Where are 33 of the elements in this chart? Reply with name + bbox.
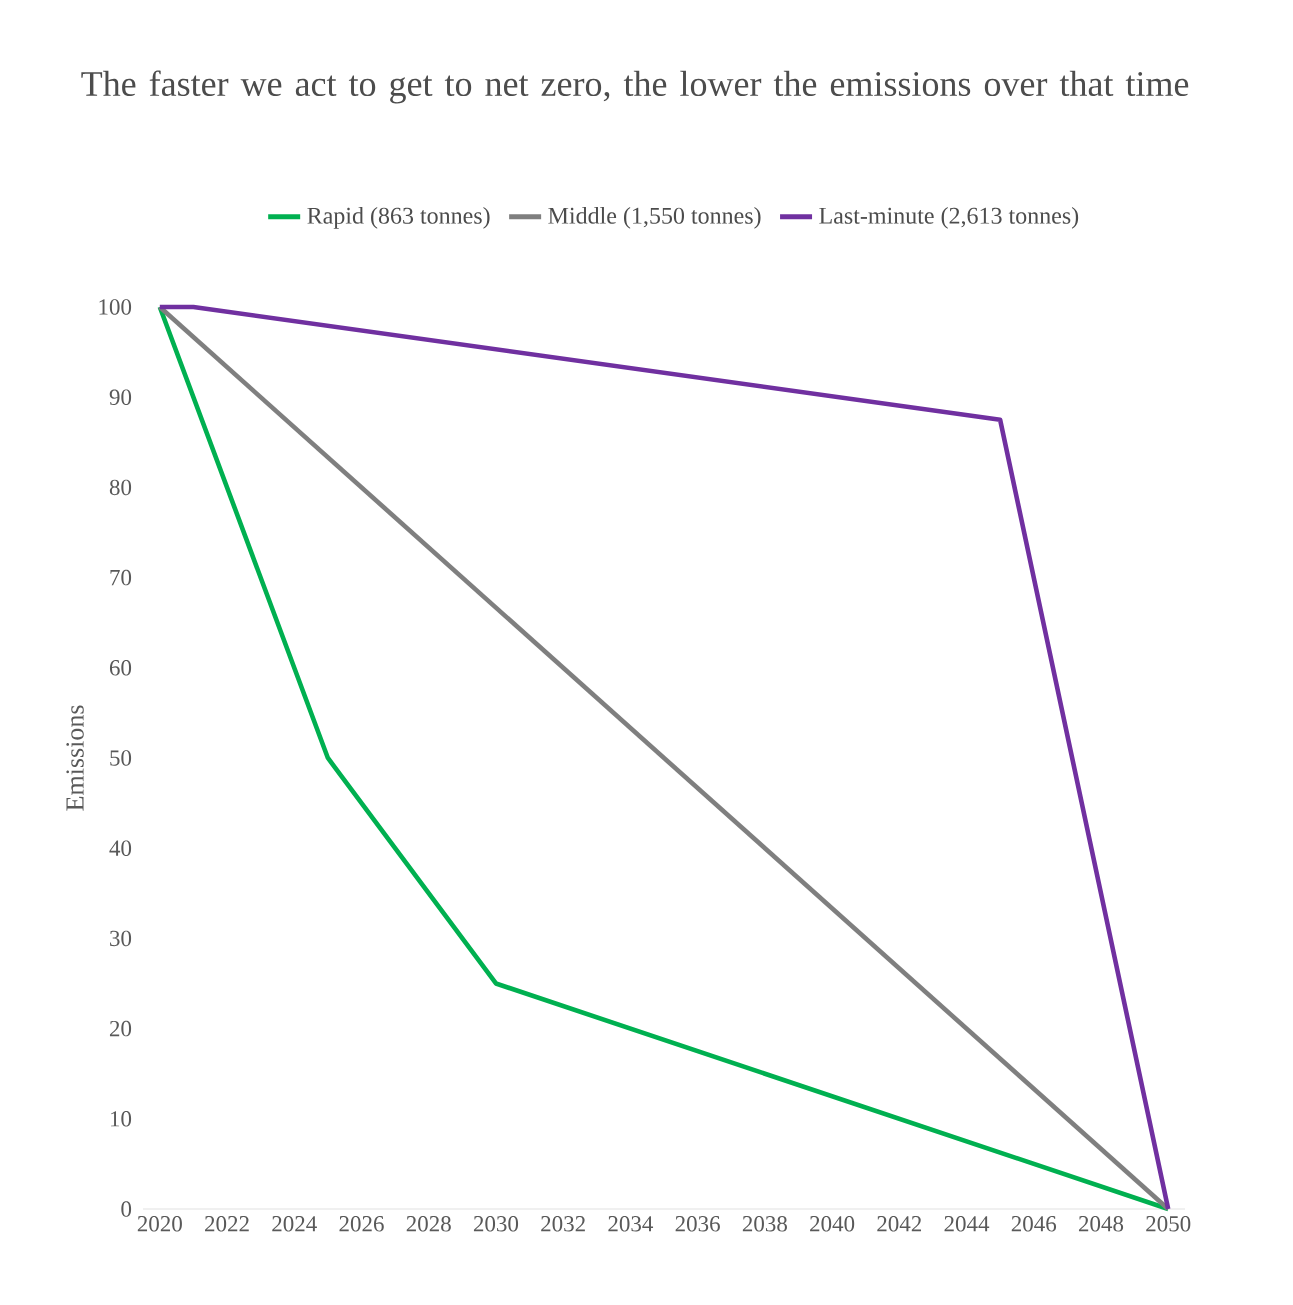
- y-tick-label: 60: [109, 660, 132, 676]
- y-tick-label: 30: [110, 930, 132, 947]
- x-tick-label: 2026: [339, 1216, 384, 1232]
- y-axis-title: Emissions: [66, 705, 84, 811]
- x-tick-label: 2042: [877, 1216, 922, 1232]
- legend-label: Middle (1,550 tonnes): [548, 206, 761, 229]
- y-tick-label: 20: [109, 1020, 132, 1037]
- y-tick-label: 40: [109, 840, 132, 856]
- x-tick-label: 2022: [205, 1216, 249, 1232]
- x-tick-label: 2032: [541, 1216, 585, 1232]
- x-tick-label: 2040: [810, 1216, 855, 1232]
- x-tick-label: 2048: [1078, 1216, 1124, 1232]
- x-tick-label: 2028: [406, 1216, 451, 1232]
- y-tick-label: 50: [110, 750, 132, 766]
- x-tick-label: 2024: [272, 1216, 317, 1232]
- line-series: [157, 304, 1171, 1212]
- x-tick-label: 2030: [473, 1216, 519, 1232]
- x-tick-label: 2038: [742, 1216, 787, 1232]
- x-tick-label: 2046: [1011, 1216, 1057, 1232]
- x-tick-label: 2036: [675, 1216, 720, 1232]
- x-tick-label: 2020: [137, 1216, 182, 1232]
- y-tick-label: 80: [109, 479, 132, 496]
- x-tick-label: 2034: [608, 1216, 654, 1232]
- chart-title: The faster we act to get to net zero, the lower the emissions over that time: [81, 70, 1189, 104]
- y-tick-label: 0: [121, 1201, 132, 1217]
- legend-label: Rapid (863 tonnes): [307, 206, 490, 229]
- y-tick-label: 70: [110, 569, 132, 586]
- y-tick-label: 10: [110, 1111, 132, 1127]
- legend-label: Last-minute (2,613 tonnes): [819, 206, 1079, 229]
- y-tick-label: 100: [99, 299, 132, 315]
- y-tick-label: 90: [109, 389, 132, 405]
- x-tick-label: 2044: [944, 1216, 990, 1232]
- x-tick-label: 2050: [1146, 1216, 1191, 1232]
